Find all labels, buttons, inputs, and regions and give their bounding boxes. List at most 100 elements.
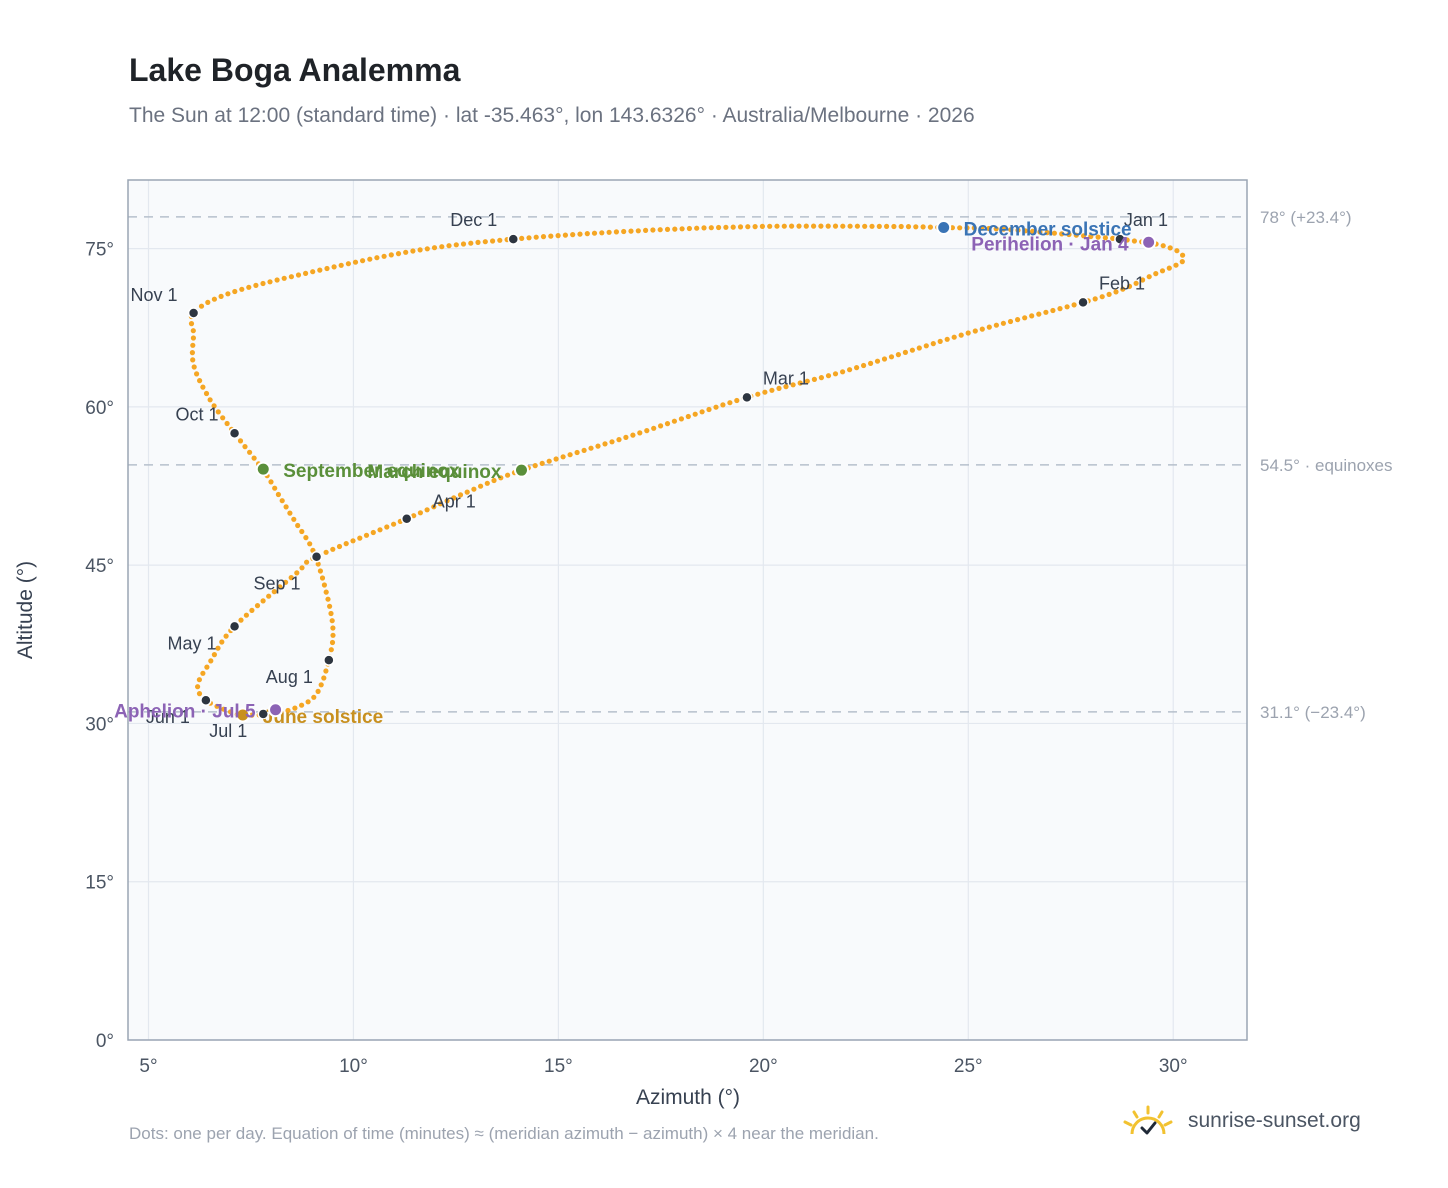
brand[interactable]: sunrise-sunset.org (1122, 1104, 1361, 1138)
daily-sun-dot (884, 223, 890, 229)
daily-sun-dot (403, 249, 409, 255)
y-tick-label: 30° (85, 714, 114, 735)
daily-sun-dot (581, 447, 587, 453)
daily-sun-dot (204, 664, 210, 670)
month-marker (323, 654, 335, 666)
event-marker (1141, 234, 1157, 250)
daily-sun-dot (391, 521, 397, 527)
daily-sun-dot (650, 227, 656, 233)
daily-sun-dot (685, 413, 691, 420)
daily-sun-dot (321, 675, 327, 681)
daily-sun-dot (311, 694, 317, 700)
daily-sun-dot (1022, 228, 1028, 234)
daily-sun-dot (431, 245, 438, 251)
daily-sun-dot (519, 235, 525, 241)
daily-sun-dot (457, 492, 464, 498)
month-marker (1114, 233, 1126, 245)
daily-sun-dot (790, 382, 796, 388)
month-marker-label: May 1 (168, 633, 217, 653)
daily-sun-dot (288, 274, 294, 280)
daily-sun-dot (315, 561, 321, 567)
daily-sun-dot (759, 223, 766, 229)
x-tick-label: 15° (544, 1056, 573, 1077)
daily-sun-dot (211, 403, 217, 409)
daily-sun-dot (944, 336, 950, 342)
daily-sun-dot (251, 455, 257, 461)
daily-sun-dot (196, 677, 202, 683)
event-label: December solstice (964, 219, 1132, 240)
daily-sun-dot (539, 460, 545, 466)
daily-sun-dot (734, 397, 740, 404)
daily-sun-dot (1167, 245, 1173, 251)
month-marker-label: Jul 1 (209, 721, 247, 741)
daily-sun-dot (214, 703, 220, 709)
daily-sun-dot (367, 256, 373, 262)
month-marker (741, 391, 753, 404)
daily-sun-dot (200, 670, 206, 676)
chart-title: Lake Boga Analemma (129, 52, 461, 88)
daily-sun-dot (716, 224, 722, 231)
daily-sun-dot (1153, 271, 1159, 277)
daily-sun-dot (444, 498, 450, 504)
daily-sun-dot (294, 570, 300, 576)
daily-sun-dot (532, 463, 538, 469)
daily-sun-dot (211, 652, 217, 658)
daily-sun-dot (319, 575, 326, 581)
daily-sun-dot (303, 535, 309, 541)
daily-sun-dot (706, 406, 712, 413)
daily-sun-dot (431, 504, 437, 510)
daily-sun-dot (218, 293, 224, 299)
daily-sun-dot (196, 691, 203, 697)
daily-sun-dot (1081, 233, 1087, 239)
daily-sun-dot (330, 632, 336, 638)
daily-sun-dot (215, 645, 221, 651)
daily-sun-dot (1126, 283, 1133, 289)
daily-sun-dot (191, 364, 197, 370)
daily-sun-dot (410, 248, 416, 254)
daily-sun-dot (446, 243, 452, 249)
daily-sun-dot (1071, 302, 1077, 308)
daily-sun-dot (207, 397, 213, 403)
daily-sun-dot (1099, 294, 1105, 300)
x-tick-label: 10° (339, 1056, 368, 1077)
daily-sun-dot (951, 334, 957, 340)
daily-sun-dot (560, 454, 566, 460)
event-label: March equinox (367, 462, 502, 483)
daily-sun-dot (350, 538, 356, 544)
brand-name[interactable]: sunrise-sunset.org (1188, 1109, 1361, 1132)
daily-sun-dot (1051, 230, 1057, 236)
daily-sun-dot (247, 449, 253, 455)
daily-sun-dot (227, 709, 234, 715)
daily-sun-dot (1131, 238, 1137, 244)
daily-sun-dot (1174, 248, 1180, 254)
daily-sun-dot (246, 284, 252, 290)
daily-sun-dot (283, 579, 289, 585)
daily-sun-dot (317, 568, 323, 574)
daily-sun-dot (288, 575, 294, 581)
daily-sun-dot (881, 356, 888, 362)
daily-sun-dot (986, 324, 992, 330)
daily-sun-dot (1140, 277, 1146, 283)
daily-sun-dot (869, 223, 875, 229)
daily-sun-dot (1095, 234, 1101, 240)
daily-sun-dot (352, 259, 359, 265)
daily-sun-dot (384, 524, 390, 530)
daily-sun-dot (797, 380, 803, 386)
daily-sun-dot (1102, 235, 1108, 241)
daily-sun-dot (277, 584, 283, 590)
event-marker (936, 219, 952, 235)
daily-sun-dot (327, 603, 333, 609)
daily-sun-dot (307, 541, 313, 547)
month-marker-label: Oct 1 (176, 404, 219, 424)
daily-sun-dot (388, 252, 394, 258)
y-tick-label: 45° (85, 556, 114, 577)
daily-sun-dot (613, 229, 620, 235)
daily-sun-dot (1110, 235, 1116, 241)
daily-sun-dot (271, 589, 277, 595)
daily-sun-dot (490, 238, 496, 244)
daily-sun-dot (993, 322, 1000, 328)
daily-sun-dot (275, 491, 281, 498)
daily-sun-dot (225, 291, 231, 297)
daily-sun-dot (862, 223, 868, 229)
